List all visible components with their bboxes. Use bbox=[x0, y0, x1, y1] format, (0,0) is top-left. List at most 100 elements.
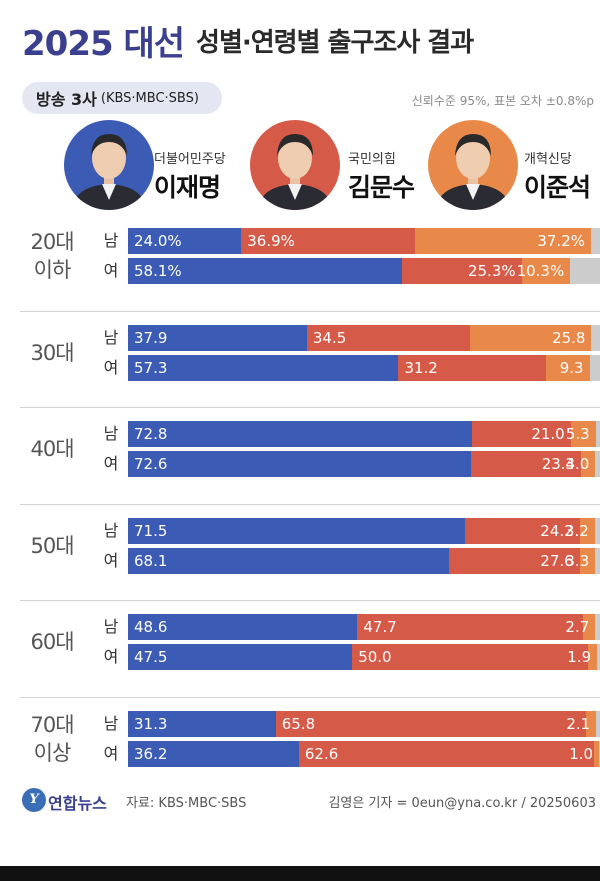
age-label-line: 70대 bbox=[30, 712, 74, 737]
gender-label: 남 bbox=[103, 424, 119, 443]
bar-row: 48.6 47.7 2.7 bbox=[128, 614, 600, 640]
yonhap-logo-icon: Y bbox=[22, 788, 46, 812]
bar-row: 24.0% 36.9% 37.2% bbox=[128, 228, 600, 254]
age-label-line: 20대 bbox=[30, 230, 74, 254]
data-label: 48.6 bbox=[134, 618, 168, 636]
data-label: 37.9 bbox=[134, 328, 168, 347]
bar-segment-lee: 24.0% bbox=[128, 228, 242, 254]
bar-segment-other bbox=[595, 547, 600, 574]
data-label: 25.3% bbox=[467, 262, 516, 280]
bar-segment-kim: 27.6 bbox=[449, 547, 580, 574]
bar-segment-junseok: 1.9 bbox=[567, 644, 598, 670]
bar-row: 71.5 24.2 3.2 bbox=[128, 517, 600, 544]
candidate-lee-junseok: 개혁신당 이준석 bbox=[428, 120, 600, 218]
group-divider bbox=[20, 696, 600, 698]
broadcast-badge: 방송 3사 (KBS·MBC·SBS) bbox=[22, 82, 222, 114]
bar-segment-kim: 34.5 bbox=[306, 324, 470, 351]
bar-row: 57.3 31.2 9.3 bbox=[128, 354, 600, 381]
candidate-name: 김문수 bbox=[348, 173, 415, 202]
bar-segment-junseok: 9.3 bbox=[545, 354, 590, 381]
bar-row: 37.9 34.5 25.8 bbox=[128, 324, 600, 351]
bar-segment-kim: 65.8 bbox=[275, 710, 587, 737]
bar-segment-other bbox=[595, 451, 600, 477]
bar-segment-kim: 50.0 bbox=[352, 644, 589, 670]
bar-segment-kim: 23.4 bbox=[470, 451, 582, 477]
data-label: 47.5 bbox=[134, 648, 168, 666]
candidate-party: 국민의힘 bbox=[348, 152, 396, 167]
data-label: 65.8 bbox=[281, 714, 316, 733]
candidate-lee-jaemyung: 더불어민주당 이재명 bbox=[62, 120, 262, 218]
gender-label: 남 bbox=[103, 327, 119, 347]
bar-row: 58.1% 25.3% 10.3% bbox=[128, 258, 600, 284]
group-divider bbox=[20, 600, 600, 601]
bar-segment-kim: 62.6 bbox=[298, 740, 595, 767]
age-label: 40대 bbox=[16, 435, 88, 463]
candidate-party: 더불어민주당 bbox=[154, 152, 226, 167]
logo-text: 연합뉴스 bbox=[48, 794, 107, 813]
data-label: 71.5 bbox=[134, 521, 168, 540]
age-label-line: 40대 bbox=[30, 437, 74, 461]
data-label: 1.9 bbox=[567, 648, 592, 666]
data-label: 9.3 bbox=[559, 358, 584, 377]
data-label: 3.2 bbox=[564, 521, 589, 540]
bar-segment-kim: 25.3% bbox=[402, 258, 522, 284]
data-label: 25.8 bbox=[552, 328, 586, 347]
bar-segment-junseok: 37.2% bbox=[415, 228, 591, 254]
gender-label: 여 bbox=[103, 550, 119, 570]
data-label: 36.9% bbox=[247, 232, 295, 250]
bar-segment-junseok: 3.2 bbox=[565, 517, 595, 544]
bar-row: 36.2 62.6 1.0 bbox=[128, 740, 600, 767]
age-label: 30대 bbox=[16, 339, 88, 367]
bar-segment-other bbox=[595, 421, 600, 447]
bar-segment-other bbox=[595, 614, 600, 640]
data-label: 23.4 bbox=[541, 455, 576, 473]
data-label: 57.3 bbox=[134, 358, 168, 377]
bar-segment-lee: 31.3 bbox=[128, 710, 276, 737]
data-label: 24.2 bbox=[540, 521, 574, 540]
title-main: 성별·연령별 출구조사 결과 bbox=[196, 27, 474, 58]
data-label: 31.2 bbox=[404, 358, 438, 377]
data-label: 3.0 bbox=[565, 455, 590, 473]
data-label: 5.3 bbox=[565, 425, 590, 443]
bar-row: 68.1 27.6 3.3 bbox=[128, 547, 600, 574]
bar-segment-junseok: 2.7 bbox=[565, 614, 596, 640]
data-label: 10.3% bbox=[516, 262, 565, 280]
bar-segment-lee: 71.5 bbox=[128, 517, 466, 544]
gender-label: 남 bbox=[103, 713, 119, 733]
data-label: 31.3 bbox=[134, 714, 168, 733]
data-label: 24.0% bbox=[134, 232, 182, 250]
age-label-line: 이상 bbox=[33, 740, 72, 765]
bar-segment-other bbox=[594, 517, 600, 544]
bar-segment-other bbox=[591, 324, 600, 351]
bar-segment-junseok: 3.3 bbox=[565, 547, 596, 574]
candidate-name: 이준석 bbox=[524, 173, 591, 202]
data-label: 58.1% bbox=[134, 262, 182, 280]
age-label: 50대 bbox=[16, 532, 88, 560]
bar-segment-other bbox=[597, 644, 600, 670]
data-label: 37.2% bbox=[537, 232, 585, 250]
gender-label: 여 bbox=[103, 743, 119, 763]
portrait-icon bbox=[64, 120, 154, 210]
data-label: 21.0 bbox=[531, 425, 565, 443]
bar-segment-lee: 58.1% bbox=[128, 258, 403, 284]
group-divider bbox=[20, 503, 600, 505]
bar-segment-kim: 47.7 bbox=[357, 614, 583, 640]
bar-segment-kim: 24.2 bbox=[465, 517, 580, 544]
bar-segment-other bbox=[589, 354, 600, 381]
data-label: 72.6 bbox=[134, 455, 168, 473]
data-label: 62.6 bbox=[304, 744, 339, 763]
bar-row: 72.8 21.0 5.3 bbox=[128, 421, 600, 447]
bar-segment-junseok: 5.3 bbox=[566, 421, 596, 447]
page-title: 2025 대선 성별·연령별 출구조사 결과 bbox=[22, 18, 474, 64]
bar-segment-junseok: 3.0 bbox=[565, 451, 596, 477]
age-label-line: 60대 bbox=[30, 630, 74, 654]
bar-row: 72.6 23.4 3.0 bbox=[128, 451, 600, 477]
bar-segment-lee: 37.9 bbox=[128, 324, 307, 351]
data-label: 2.7 bbox=[565, 618, 590, 636]
bar-segment-junseok: 10.3% bbox=[517, 258, 571, 284]
group-divider bbox=[20, 310, 600, 312]
bar-row: 47.5 50.0 1.9 bbox=[128, 644, 600, 670]
candidate-name: 이재명 bbox=[154, 173, 221, 202]
bar-segment-other bbox=[591, 228, 600, 254]
